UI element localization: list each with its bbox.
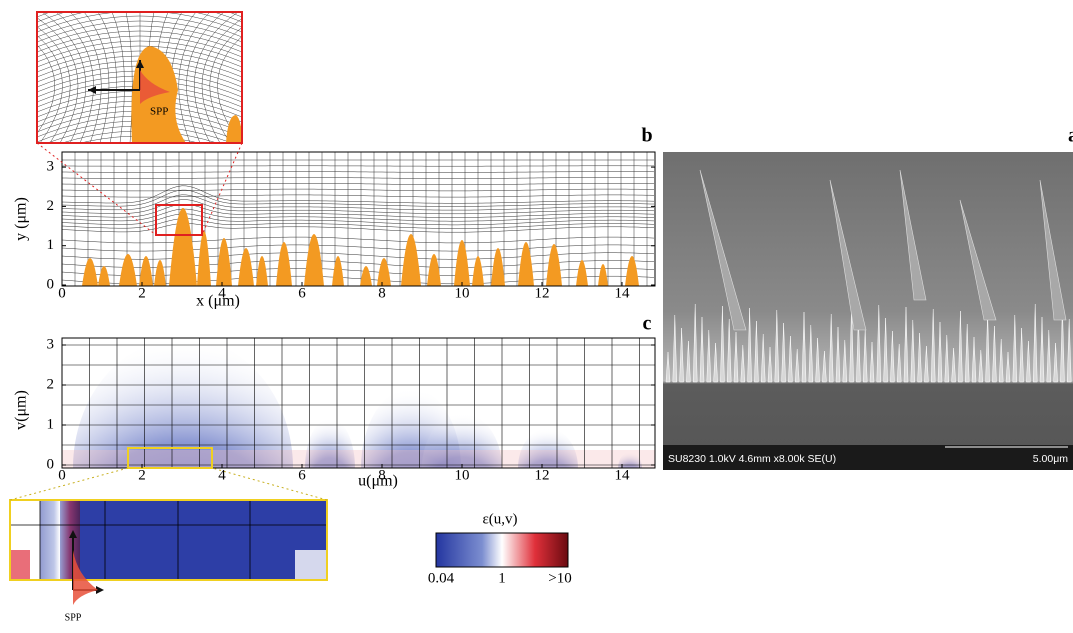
nanostructure [238,248,254,286]
inset-bottom-red [10,550,30,580]
mesh-line [62,237,654,243]
x-tick-label: 10 [455,285,470,301]
nanostructure [139,256,153,286]
nanostructure [226,115,242,143]
zoom-line [37,143,156,235]
x-tick-label: 8 [378,467,386,483]
y-tick-label: 0 [47,456,55,472]
mesh-line [0,12,63,143]
mesh-line [37,0,242,17]
nanostructure [216,238,232,286]
x-tick-label: 8 [378,285,386,301]
y-tick-label: 1 [47,416,55,432]
panel-label: c [643,313,652,335]
mesh-line [62,190,654,206]
nanostructure [377,258,391,286]
mesh-line [28,12,78,143]
colorbar [436,533,568,567]
x-tick-label: 0 [58,285,66,301]
y-tick-label: 2 [47,376,55,392]
colorbar-label: 0.04 [428,570,455,586]
mesh-line [37,0,242,12]
inset-bottom-field [60,500,327,580]
mesh-line [62,261,654,268]
y-tick-label: 3 [47,159,55,175]
mesh-line [62,178,654,179]
panel-label: a [1068,125,1073,147]
y-tick-label: 1 [47,237,55,253]
nanostructure [576,260,588,286]
mesh-line [126,12,132,143]
mesh-line [179,12,210,143]
x-tick-label: 14 [615,467,631,483]
nanostructure [598,264,608,286]
mesh-line [62,183,654,184]
x-tick-label: 2 [138,467,146,483]
y-tick-label: 3 [47,336,55,352]
nanostructure [332,256,344,286]
nanostructure [304,234,324,286]
y-tick-label: 2 [47,198,55,214]
nanostructure [276,242,292,286]
mesh-line [62,172,654,173]
x-tick-label: 2 [138,285,146,301]
nanostructure [491,248,505,286]
colorbar-label: 1 [498,570,506,586]
nanostructure [197,231,211,286]
spp-label: SPP [150,106,168,118]
nanostructure [119,254,137,286]
zoom-line [212,468,327,500]
nanostructure [154,260,166,286]
colorbar-title: ε(u,v) [482,511,517,527]
panel-b-plot [62,152,654,286]
y-axis-label: y (μm) [13,197,30,241]
mesh-line [62,253,654,260]
x-tick-label: 12 [535,285,550,301]
nanostructure [98,266,110,286]
y-axis-label: v(μm) [13,390,30,430]
mesh-line [37,16,242,37]
sem-caption: SU8230 1.0kV 4.6mm x8.00k SE(U) [668,453,836,465]
x-tick-label: 4 [218,467,226,483]
mesh-line [62,219,654,229]
x-tick-label: 12 [535,467,550,483]
nanostructure [472,256,484,286]
x-tick-label: 14 [615,285,631,301]
scale-bar-label: 5.00μm [1033,453,1068,465]
inset-bottom-white [295,550,327,580]
mesh-line [62,214,654,225]
x-tick-label: 10 [455,467,470,483]
colorbar-label: >10 [548,570,571,586]
mesh-line [37,21,242,42]
nanostructure [256,256,268,286]
nanostructure [360,266,372,286]
sem-image [663,152,1073,470]
nanostructure [401,234,421,286]
panel-label: b [641,125,652,147]
x-tick-label: 4 [218,285,226,301]
mesh-line [62,186,654,204]
x-tick-label: 0 [58,467,66,483]
y-tick-label: 0 [47,276,55,292]
nanostructure [82,258,98,286]
mesh-line [62,195,654,197]
mesh-line [37,11,242,32]
spp-label: SPP [65,612,82,623]
nanostructure [454,240,470,286]
mesh-line [37,36,242,57]
zoom-line [10,468,128,500]
mesh-line [218,12,281,143]
mesh-line [202,12,252,143]
x-tick-label: 6 [298,285,306,301]
mesh-line [62,189,654,191]
nanostructure [546,244,562,286]
x-tick-label: 6 [298,467,306,483]
mesh-line [62,245,654,251]
